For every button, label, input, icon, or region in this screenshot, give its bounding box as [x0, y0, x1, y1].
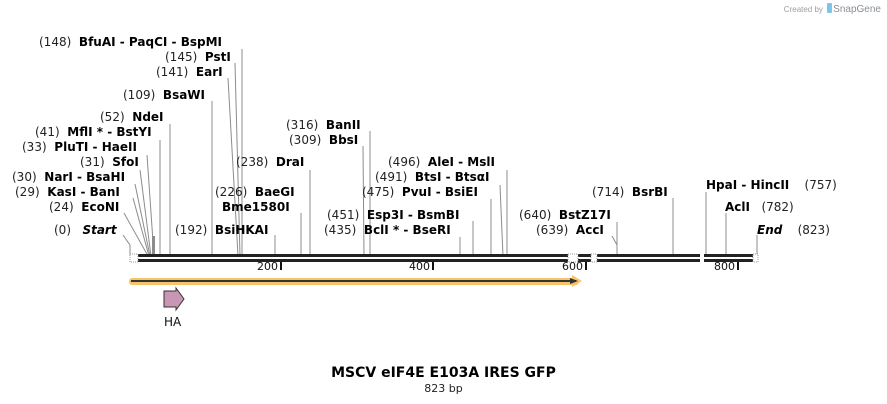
tick-label-400: 400 — [409, 260, 430, 273]
site-label-ndei[interactable]: (52) NdeI — [100, 110, 164, 124]
site-label-nari[interactable]: (30) NarI - BsaHI — [12, 170, 126, 184]
site-label-sfoi[interactable]: (31) SfoI — [80, 155, 139, 169]
snapgene-logo-icon — [827, 3, 833, 13]
site-label-alei[interactable]: (496) AleI - MslI — [388, 155, 495, 169]
site-label-bstz17i[interactable]: (640) BstZ17I — [519, 208, 611, 222]
dna-backbone — [129, 253, 759, 263]
map-length: 823 bp — [424, 382, 463, 395]
site-label-start[interactable]: (0) Start — [54, 223, 117, 237]
site-label-hpai[interactable]: HpaI - HincII (757) — [706, 178, 837, 192]
site-label-banii[interactable]: (316) BanII — [286, 118, 361, 132]
map-title: MSCV eIF4E E103A IRES GFP — [331, 365, 556, 381]
site-label-bme1580i[interactable]: Bme1580I — [222, 200, 290, 214]
feature-label-ha[interactable]: HA — [164, 315, 182, 329]
site-label-bsrbi[interactable]: (714) BsrBI — [592, 185, 668, 199]
site-label-bsihkai[interactable]: (192) BsiHKAI — [175, 223, 269, 237]
site-label-end[interactable]: End (823) — [757, 223, 830, 237]
site-label-mfli[interactable]: (41) MflI * - BstYI — [35, 125, 152, 139]
tick-label-600: 600 — [562, 260, 583, 273]
tick-label-800: 800 — [714, 260, 735, 273]
orf-arrow — [129, 275, 582, 287]
site-label-pvui[interactable]: (475) PvuI - BsiEI — [362, 185, 478, 199]
site-leader-lines — [122, 49, 758, 257]
credit-prefix: Created by — [783, 5, 823, 14]
site-label-econi[interactable]: (24) EcoNI — [49, 200, 120, 214]
credit-brand: SnapGene — [833, 4, 881, 15]
site-label-pluti[interactable]: (33) PluTI - HaeII — [22, 140, 137, 154]
ha-feature-arrow — [163, 286, 185, 312]
site-label-acci[interactable]: (639) AccI — [536, 223, 604, 237]
snapgene-credit: Created by SnapGene — [784, 3, 881, 15]
site-label-drai[interactable]: (238) DraI — [236, 155, 305, 169]
site-label-kasi[interactable]: (29) KasI - BanI — [15, 185, 120, 199]
site-label-esp3i[interactable]: (451) Esp3I - BsmBI — [327, 208, 460, 222]
site-label-psti[interactable]: (145) PstI — [165, 50, 231, 64]
site-label-btsi[interactable]: (491) BtsI - BtsαI — [375, 170, 490, 184]
site-label-eari[interactable]: (141) EarI — [156, 65, 223, 79]
tick-label-200: 200 — [257, 260, 278, 273]
site-label-bbsi[interactable]: (309) BbsI — [289, 133, 359, 147]
site-label-bfuai[interactable]: (148) BfuAI - PaqCI - BspMI — [39, 35, 222, 49]
site-label-baegi[interactable]: (226) BaeGI — [215, 185, 295, 199]
site-label-bsawi[interactable]: (109) BsaWI — [123, 88, 206, 102]
site-label-bcli[interactable]: (435) BclI * - BseRI — [324, 223, 451, 237]
site-label-acli[interactable]: AclI (782) — [725, 200, 794, 214]
